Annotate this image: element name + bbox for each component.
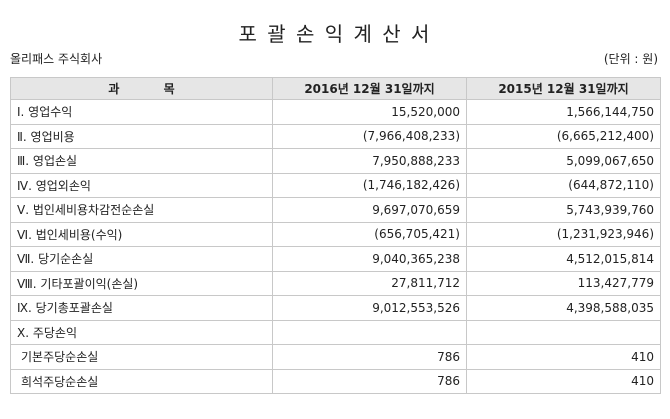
table-row: Ⅷ. 기타포괄이익(손실) 27,811,712 113,427,779 — [10, 270, 661, 296]
cell-value: 4,398,588,035 — [466, 295, 661, 321]
row-label: Ⅵ. 법인세비용(수익) — [10, 221, 273, 247]
row-label: Ⅹ. 주당손익 — [10, 319, 273, 345]
cell-value: 9,040,365,238 — [272, 246, 467, 272]
row-label: Ⅰ. 영업수익 — [10, 99, 273, 125]
cell-value: 113,427,779 — [466, 270, 661, 296]
row-label: Ⅶ. 당기순손실 — [10, 246, 273, 272]
company: 올리패스 주식회사 — [10, 52, 103, 66]
table-row: 희석주당순손실 786 410 — [10, 368, 661, 394]
row-label: Ⅱ. 영업비용 — [10, 123, 273, 149]
cell-value — [466, 319, 661, 345]
row-label: Ⅴ. 법인세비용차감전순손실 — [10, 197, 273, 223]
cell-value: 7,950,888,233 — [272, 148, 467, 174]
cell-value: 410 — [466, 368, 661, 394]
table-row: Ⅲ. 영업손실 7,950,888,233 5,099,067,650 — [10, 148, 661, 174]
row-label: Ⅷ. 기타포괄이익(손실) — [10, 270, 273, 296]
cell-value: 27,811,712 — [272, 270, 467, 296]
row-label: 기본주당순손실 — [10, 344, 273, 370]
row-label: Ⅳ. 영업외손익 — [10, 172, 273, 198]
table-row: Ⅶ. 당기순손실 9,040,365,238 4,512,015,814 — [10, 246, 661, 272]
cell-value: 9,697,070,659 — [272, 197, 467, 223]
cell-value: 4,512,015,814 — [466, 246, 661, 272]
cell-value: (1,746,182,426) — [272, 172, 467, 198]
header-row: 과 목 2016년 12월 31일까지 2015년 12월 31일까지 — [10, 77, 661, 100]
table-row: Ⅸ. 당기총포괄손실 9,012,553,526 4,398,588,035 — [10, 295, 661, 321]
row-label: Ⅸ. 당기총포괄손실 — [10, 295, 273, 321]
title: 포 괄 손 익 계 산 서 — [238, 22, 432, 46]
cell-value: 15,520,000 — [272, 99, 467, 125]
row-label: Ⅲ. 영업손실 — [10, 148, 273, 174]
column-header: 2016년 12월 31일까지 — [272, 77, 467, 100]
cell-value: (6,665,212,400) — [466, 123, 661, 149]
cell-value: 786 — [272, 368, 467, 394]
table-row: Ⅱ. 영업비용 (7,966,408,233) (6,665,212,400) — [10, 123, 661, 149]
cell-value: 5,099,067,650 — [466, 148, 661, 174]
cell-value — [272, 319, 467, 345]
table-row: Ⅳ. 영업외손익 (1,746,182,426) (644,872,110) — [10, 172, 661, 198]
income-table: 과 목 2016년 12월 31일까지 2015년 12월 31일까지 Ⅰ. 영업수… — [10, 77, 661, 394]
row-label: 희석주당순손실 — [10, 368, 273, 394]
column-header: 과 목 — [10, 77, 273, 100]
cell-value: 1,566,144,750 — [466, 99, 661, 125]
cell-value: 786 — [272, 344, 467, 370]
cell-value: 9,012,553,526 — [272, 295, 467, 321]
cell-value: 410 — [466, 344, 661, 370]
table-row: Ⅰ. 영업수익 15,520,000 1,566,144,750 — [10, 99, 661, 125]
cell-value: (656,705,421) — [272, 221, 467, 247]
table-row: Ⅹ. 주당손익 — [10, 319, 661, 345]
table-row: Ⅵ. 법인세비용(수익) (656,705,421) (1,231,923,946) — [10, 221, 661, 247]
column-header: 2015년 12월 31일까지 — [466, 77, 661, 100]
cell-value: 5,743,939,760 — [466, 197, 661, 223]
cell-value: (644,872,110) — [466, 172, 661, 198]
table-row: Ⅴ. 법인세비용차감전순손실 9,697,070,659 5,743,939,760 — [10, 197, 661, 223]
cell-value: (7,966,408,233) — [272, 123, 467, 149]
table-row: 기본주당순손실 786 410 — [10, 344, 661, 370]
unit: (단위 : 원) — [603, 52, 658, 66]
cell-value: (1,231,923,946) — [466, 221, 661, 247]
